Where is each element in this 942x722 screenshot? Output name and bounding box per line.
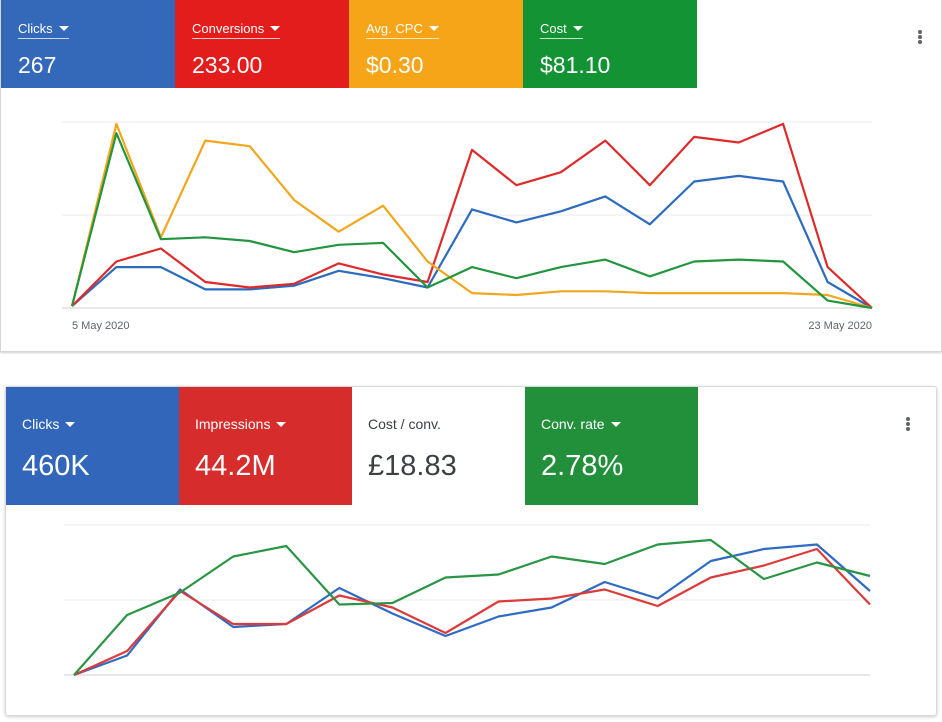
x-tick-label-start: 5 May 2020 xyxy=(72,320,129,332)
metric-label: Conversions xyxy=(192,21,265,36)
metric-tile-cost[interactable]: Cost $81.10 xyxy=(523,0,697,88)
series-line-conversions xyxy=(71,122,873,309)
metric-label: Cost xyxy=(540,21,567,36)
metric-label: Cost / conv. xyxy=(368,416,441,432)
caret-down-icon xyxy=(58,26,69,31)
metric-tile-conv-rate[interactable]: Conv. rate 2.78% xyxy=(525,387,698,505)
line-chart-1: 5 May 2020 23 May 2020 xyxy=(62,121,873,332)
metric-value: 267 xyxy=(18,52,57,78)
performance-card-1: Clicks 267 Conversions 233.00 Avg. CPC $… xyxy=(0,0,942,352)
series-line-cost xyxy=(70,132,873,310)
metric-value: $0.30 xyxy=(366,52,424,78)
caret-down-icon xyxy=(270,26,281,31)
series-line-impressions xyxy=(73,547,871,677)
metric-tile-avg-cpc[interactable]: Avg. CPC $0.30 xyxy=(349,0,523,88)
metric-value: 233.00 xyxy=(192,52,263,78)
more-vert-icon[interactable] xyxy=(900,417,916,431)
caret-down-icon xyxy=(428,26,439,31)
metric-tile-impressions[interactable]: Impressions 44.2M xyxy=(179,387,352,505)
metric-tiles: Clicks 267 Conversions 233.00 Avg. CPC $… xyxy=(1,0,697,88)
metric-label: Avg. CPC xyxy=(366,21,423,36)
metric-label: Clicks xyxy=(18,21,53,36)
metric-value: £18.83 xyxy=(368,450,457,482)
metric-tiles: Clicks 460K Impressions 44.2M Cost / con… xyxy=(6,387,698,505)
caret-down-icon xyxy=(610,421,621,427)
series-line-clicks xyxy=(71,174,873,309)
line-chart-2 xyxy=(64,524,871,677)
series-line-avg-cpc xyxy=(70,122,873,310)
metric-tile-cost-per-conv[interactable]: Cost / conv. £18.83 xyxy=(352,387,525,505)
caret-down-icon xyxy=(276,421,287,427)
metric-value: 44.2M xyxy=(195,450,276,482)
more-vert-icon[interactable] xyxy=(912,30,928,44)
metric-label: Conv. rate xyxy=(541,416,605,432)
metric-value: 460K xyxy=(22,450,90,482)
metric-tile-clicks[interactable]: Clicks 460K xyxy=(6,387,179,505)
metric-label: Clicks xyxy=(22,416,60,432)
series-line-clicks xyxy=(73,543,871,677)
caret-down-icon xyxy=(65,421,76,427)
metric-tile-clicks[interactable]: Clicks 267 xyxy=(1,0,175,88)
metric-label: Impressions xyxy=(195,416,271,432)
x-tick-label-end: 23 May 2020 xyxy=(808,320,872,332)
metric-value: 2.78% xyxy=(541,450,624,482)
series-line-conv-rate xyxy=(73,538,871,676)
caret-down-icon xyxy=(572,26,583,31)
metric-tile-conversions[interactable]: Conversions 233.00 xyxy=(175,0,349,88)
metric-value: $81.10 xyxy=(540,52,611,78)
performance-card-2: Clicks 460K Impressions 44.2M Cost / con… xyxy=(5,386,937,716)
